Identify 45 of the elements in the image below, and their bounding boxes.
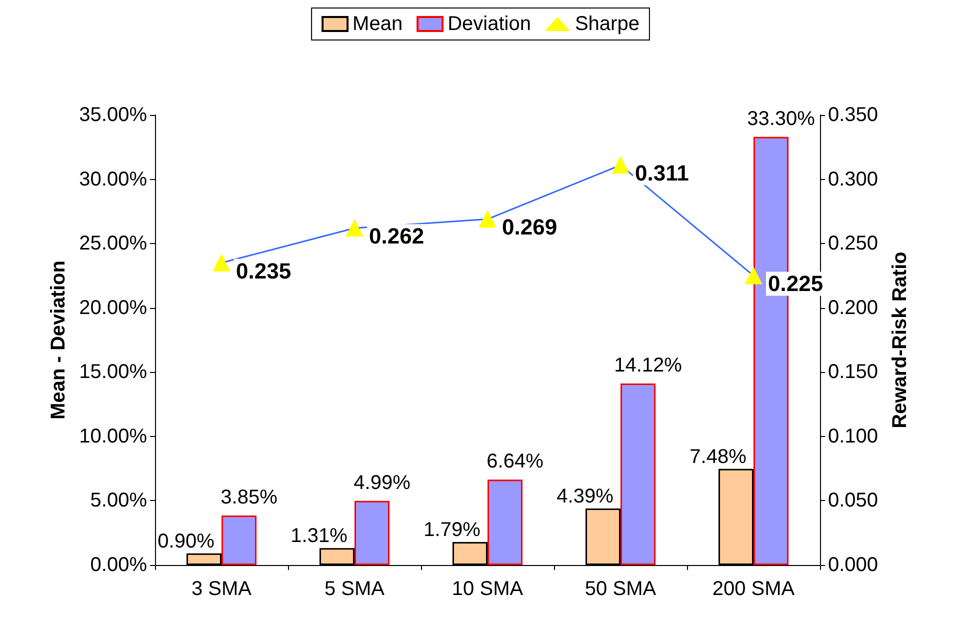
y2-tick-label: 0.050 bbox=[828, 490, 878, 512]
data-label: 7.48% bbox=[690, 446, 747, 468]
x-tick-label: 5 SMA bbox=[324, 578, 386, 600]
y-tick-label: 15.00% bbox=[79, 361, 148, 384]
data-label: 0.269 bbox=[502, 214, 558, 240]
data-label: 6.64% bbox=[486, 450, 544, 473]
data-label: 0.311 bbox=[635, 160, 689, 186]
x-tick-label: 3 SMA bbox=[191, 578, 252, 600]
y-axis-title: Mean - Deviation bbox=[47, 260, 70, 420]
x-tick-label: 10 SMA bbox=[452, 578, 524, 600]
y2-tick-label: 0.300 bbox=[828, 168, 878, 190]
y-tick-label: 30.00% bbox=[79, 168, 148, 190]
data-label: 0.235 bbox=[236, 258, 292, 284]
bar bbox=[620, 383, 656, 565]
y-tick-label: 10.00% bbox=[79, 425, 148, 448]
data-label: 0.90% bbox=[158, 530, 215, 552]
x-tick-label: 200 SMA bbox=[712, 578, 796, 600]
bar bbox=[488, 480, 522, 565]
y2-tick-label: 0.250 bbox=[828, 232, 878, 255]
data-label: 4.99% bbox=[354, 472, 411, 494]
data-label: 33.30% bbox=[747, 108, 816, 130]
y-tick-label: 5.00% bbox=[90, 490, 148, 512]
bar bbox=[222, 516, 256, 565]
legend-label: Mean bbox=[352, 13, 403, 35]
y2-tick-label: 0.100 bbox=[828, 425, 878, 448]
y2-tick-label: 0.150 bbox=[828, 361, 878, 384]
y-tick-label: 0.00% bbox=[90, 554, 148, 576]
data-label: 3.85% bbox=[220, 486, 278, 508]
bar bbox=[354, 500, 390, 565]
x-tick-label: 50 SMA bbox=[584, 578, 657, 600]
data-label: 4.39% bbox=[556, 486, 614, 508]
data-label: 0.262 bbox=[369, 224, 424, 249]
data-label: 0.225 bbox=[768, 271, 824, 296]
y-tick-label: 20.00% bbox=[79, 296, 148, 319]
data-label: 1.31% bbox=[290, 525, 348, 548]
y2-tick-label: 0.000 bbox=[828, 554, 878, 576]
data-label: 14.12% bbox=[614, 354, 682, 376]
y2-tick-label: 0.200 bbox=[828, 296, 878, 319]
data-label: 1.79% bbox=[424, 518, 481, 541]
y-tick-label: 25.00% bbox=[79, 232, 148, 255]
y2-tick-label: 0.350 bbox=[828, 104, 878, 126]
y2-axis-title: Reward-Risk Ratio bbox=[889, 252, 911, 428]
y-tick-label: 35.00% bbox=[79, 104, 148, 126]
legend-label: Sharpe bbox=[574, 13, 640, 35]
legend-label: Deviation bbox=[448, 13, 531, 35]
